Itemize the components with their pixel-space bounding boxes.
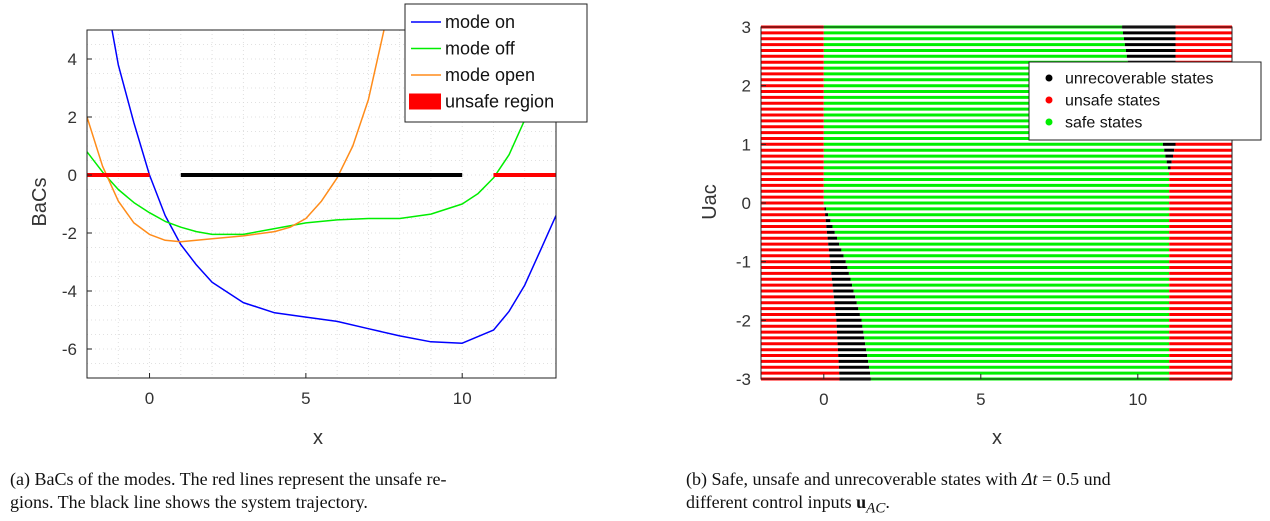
x-tick-label: 5 [301, 389, 310, 408]
chart-b-legend: unrecoverable states unsafe states safe st… [1028, 61, 1262, 141]
y-tick-label: 0 [742, 194, 751, 213]
x-tick-label: 10 [453, 389, 472, 408]
legend-box [1028, 61, 1262, 141]
y-tick-label: -2 [736, 311, 751, 330]
legend-marker [1045, 74, 1053, 82]
series-line-mode-open [87, 30, 385, 243]
legend-label: safe states [1065, 115, 1142, 132]
legend-label: mode open [445, 65, 535, 85]
x-tick-label: 0 [819, 390, 828, 409]
legend-label: unsafe states [1065, 93, 1160, 110]
y-tick-label: -3 [736, 370, 751, 389]
caption-b-end: . [885, 492, 890, 512]
chart-a-ylabel: BaCs [29, 178, 51, 227]
y-tick-label: 3 [742, 18, 751, 37]
caption-a-line2: gions. The black line shows the system t… [10, 492, 368, 512]
chart-b-ylabel: Uac [699, 184, 721, 220]
y-tick-label: 0 [68, 166, 77, 185]
caption-a-line1: (a) BaCs of the modes. The red lines rep… [10, 469, 447, 489]
y-tick-label: 1 [742, 135, 751, 154]
chart-a-legend: mode on mode off mode open unsafe region [404, 3, 588, 123]
x-tick-label: 0 [145, 389, 154, 408]
caption-b-text3: different control inputs [686, 492, 857, 512]
chart-a-xlabel: x [313, 427, 323, 449]
caption-b-text1: (b) Safe, unsafe and unrecoverable state… [686, 469, 1022, 489]
caption-b-delta: Δt [1021, 469, 1038, 489]
y-tick-label: -2 [62, 224, 77, 243]
chart-a-ticks: 0 5 10 4 2 0 -2 -4 -6 [62, 50, 472, 408]
x-tick-label: 5 [976, 390, 985, 409]
caption-b-text2: = 0.5 und [1037, 469, 1111, 489]
y-tick-label: -6 [62, 340, 77, 359]
chart-a-plot [87, 30, 556, 344]
series-line-mode-off [87, 30, 556, 236]
legend-label: mode off [445, 39, 516, 59]
y-tick-label: -4 [62, 282, 77, 301]
x-tick-label: 10 [1128, 390, 1147, 409]
legend-marker [1045, 96, 1053, 104]
chart-a-axes-frame [86, 29, 557, 379]
chart-b-xlabel: x [992, 427, 1002, 449]
y-tick-label: 2 [68, 108, 77, 127]
caption-b-u: u [856, 492, 867, 512]
legend-swatch [409, 93, 441, 110]
legend-label: unsafe region [445, 92, 554, 112]
legend-marker [1045, 118, 1053, 126]
y-tick-label: 4 [68, 50, 77, 69]
caption-b-sub: AC [866, 500, 886, 517]
y-tick-label: 2 [742, 77, 751, 96]
series-line-mode-on [111, 30, 556, 344]
legend-label: mode on [445, 12, 515, 32]
legend-label: unrecoverable states [1065, 71, 1214, 88]
caption-b: (b) Safe, unsafe and unrecoverable state… [686, 468, 1266, 521]
y-tick-label: -1 [736, 253, 751, 272]
chart-b-plot [761, 25, 1232, 381]
caption-a: (a) BaCs of the modes. The red lines rep… [10, 468, 595, 514]
